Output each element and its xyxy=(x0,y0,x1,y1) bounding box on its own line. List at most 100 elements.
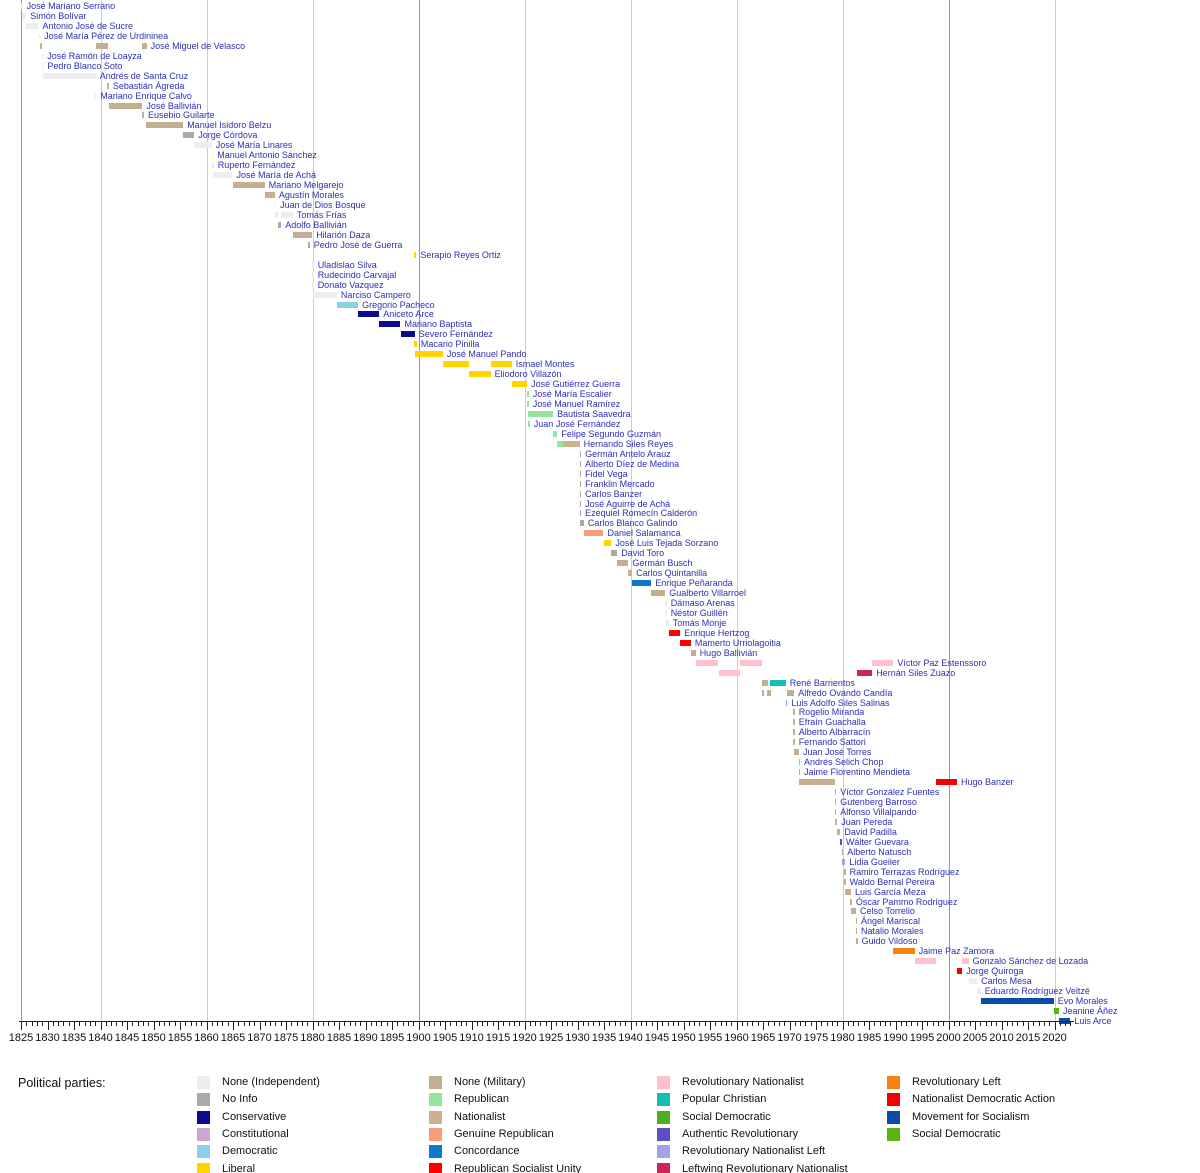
legend-label-conc: Concordance xyxy=(454,1145,520,1158)
president-name: Alberto Natusch xyxy=(847,846,912,857)
x-axis-tick-label: 1920 xyxy=(512,1032,537,1044)
x-axis-minor-tick xyxy=(344,1022,346,1026)
term-bar xyxy=(527,410,554,417)
x-axis-tick-label: 1825 xyxy=(8,1032,34,1044)
x-axis-minor-tick xyxy=(270,1022,272,1026)
x-axis-minor-tick xyxy=(386,1022,388,1026)
president-name: Antonio José de Sucre xyxy=(42,20,134,31)
legend-label-mil: None (Military) xyxy=(454,1076,526,1088)
x-axis-minor-tick xyxy=(937,1022,939,1026)
term-bar xyxy=(680,639,691,646)
x-axis-minor-tick xyxy=(52,1022,54,1026)
president-name: Juan de Dios Bosque xyxy=(280,200,366,210)
x-axis-minor-tick xyxy=(349,1022,351,1026)
x-axis-minor-tick xyxy=(1043,1022,1045,1026)
president-name: Hugo Banzer xyxy=(961,777,1014,788)
term-bar xyxy=(977,988,981,994)
legend-swatch-mil xyxy=(429,1076,442,1089)
x-axis-minor-tick xyxy=(36,1022,38,1026)
x-axis-minor-tick xyxy=(985,1022,987,1026)
x-axis-major-tick xyxy=(948,1022,950,1030)
term-bar xyxy=(146,122,184,129)
term-bar xyxy=(211,152,214,159)
legend-swatch-lrn xyxy=(657,1162,670,1173)
president-name: Bautista Saavedra xyxy=(557,408,631,419)
x-axis-minor-tick xyxy=(89,1022,91,1026)
legend-label-mas: Movement for Socialism xyxy=(912,1110,1030,1123)
gridline-1980 xyxy=(843,0,844,1021)
president-name: Juan José Fernández xyxy=(533,418,621,429)
x-axis-major-tick xyxy=(339,1022,340,1030)
president-name: Carlos Mesa xyxy=(981,976,1032,987)
x-axis-tick-label: 1915 xyxy=(485,1032,511,1044)
x-axis-minor-tick xyxy=(227,1022,229,1026)
term-bar xyxy=(413,251,417,258)
x-axis-minor-tick xyxy=(694,1022,696,1026)
x-axis-minor-tick xyxy=(508,1022,510,1026)
president-name: José Mariano Serrano xyxy=(26,1,116,11)
x-axis-major-tick xyxy=(47,1022,49,1030)
x-axis-minor-tick xyxy=(625,1022,627,1026)
legend-swatch-lib xyxy=(197,1162,210,1173)
term-bar xyxy=(562,440,580,447)
legend-label-genrep: Genuine Republican xyxy=(454,1127,554,1140)
x-axis-minor-tick xyxy=(158,1022,160,1026)
president-name: Gutenberg Barroso xyxy=(840,797,917,807)
president-name: José Miguel de Velasco xyxy=(150,40,246,51)
term-bar xyxy=(400,331,415,338)
x-axis-minor-tick xyxy=(307,1022,309,1026)
x-axis-major-tick xyxy=(842,1022,844,1030)
term-bar xyxy=(490,361,512,368)
x-axis-minor-tick xyxy=(688,1022,690,1026)
x-axis-minor-tick xyxy=(959,1022,961,1026)
term-bar xyxy=(799,779,835,786)
x-axis-minor-tick xyxy=(953,1022,955,1026)
term-bar xyxy=(336,301,359,308)
x-axis-minor-tick xyxy=(662,1022,664,1026)
president-name: Andrés Selich Chop xyxy=(804,757,884,768)
president-name: Germán Busch xyxy=(632,558,693,569)
x-axis-minor-tick xyxy=(884,1022,886,1026)
x-axis-tick-label: 1840 xyxy=(88,1032,113,1044)
x-axis-tick-label: 2000 xyxy=(936,1032,961,1044)
x-axis-minor-tick xyxy=(646,1022,648,1026)
term-bar xyxy=(850,898,852,905)
x-axis-tick-label: 1985 xyxy=(856,1032,882,1044)
legend-label-revleft: Revolutionary Left xyxy=(912,1076,1001,1088)
x-axis-major-tick xyxy=(975,1022,976,1030)
term-bar xyxy=(292,231,313,238)
president-name: Eusebio Guilarte xyxy=(148,110,215,121)
legend-label-authrev: Authentic Revolutionary xyxy=(682,1127,799,1140)
x-axis-minor-tick xyxy=(132,1022,134,1026)
president-name: Dámaso Arenas xyxy=(670,598,735,608)
president-name: Alfredo Ovando Candía xyxy=(798,687,893,698)
term-bar xyxy=(107,82,109,89)
x-axis-tick-label: 1900 xyxy=(406,1032,431,1044)
x-axis-minor-tick xyxy=(296,1022,298,1026)
president-name: José Manuel Ramírez xyxy=(532,399,621,409)
president-name: Óscar Pammo Rodríguez xyxy=(855,896,958,907)
president-name: Gualberto Villarroel xyxy=(669,588,747,598)
x-axis-major-tick xyxy=(736,1022,738,1030)
term-bar xyxy=(851,908,856,915)
president-name: Wálter Guevara xyxy=(845,836,909,847)
term-bar xyxy=(579,470,582,477)
president-name: Pedro Blanco Soto xyxy=(47,60,123,71)
x-axis-minor-tick xyxy=(1049,1022,1051,1026)
term-bar xyxy=(40,42,43,49)
x-axis-minor-tick xyxy=(211,1022,213,1026)
x-axis-tick-label: 1845 xyxy=(114,1032,140,1044)
term-bar xyxy=(308,241,310,248)
legend-swatch-nat xyxy=(429,1110,442,1124)
term-bar xyxy=(718,669,740,676)
president-name: Lidia Gueiler xyxy=(849,856,900,867)
president-name: Simón Bolívar xyxy=(30,10,87,21)
term-bar xyxy=(25,22,39,29)
president-name: Manuel Antonio Sánchez xyxy=(217,150,317,161)
term-bar xyxy=(834,808,837,815)
x-axis-major-tick xyxy=(471,1022,473,1030)
legend-swatch-popchr xyxy=(657,1093,670,1107)
x-axis-major-tick xyxy=(392,1022,393,1030)
president-name: Eduardo Rodríguez Veltzé xyxy=(984,986,1090,996)
